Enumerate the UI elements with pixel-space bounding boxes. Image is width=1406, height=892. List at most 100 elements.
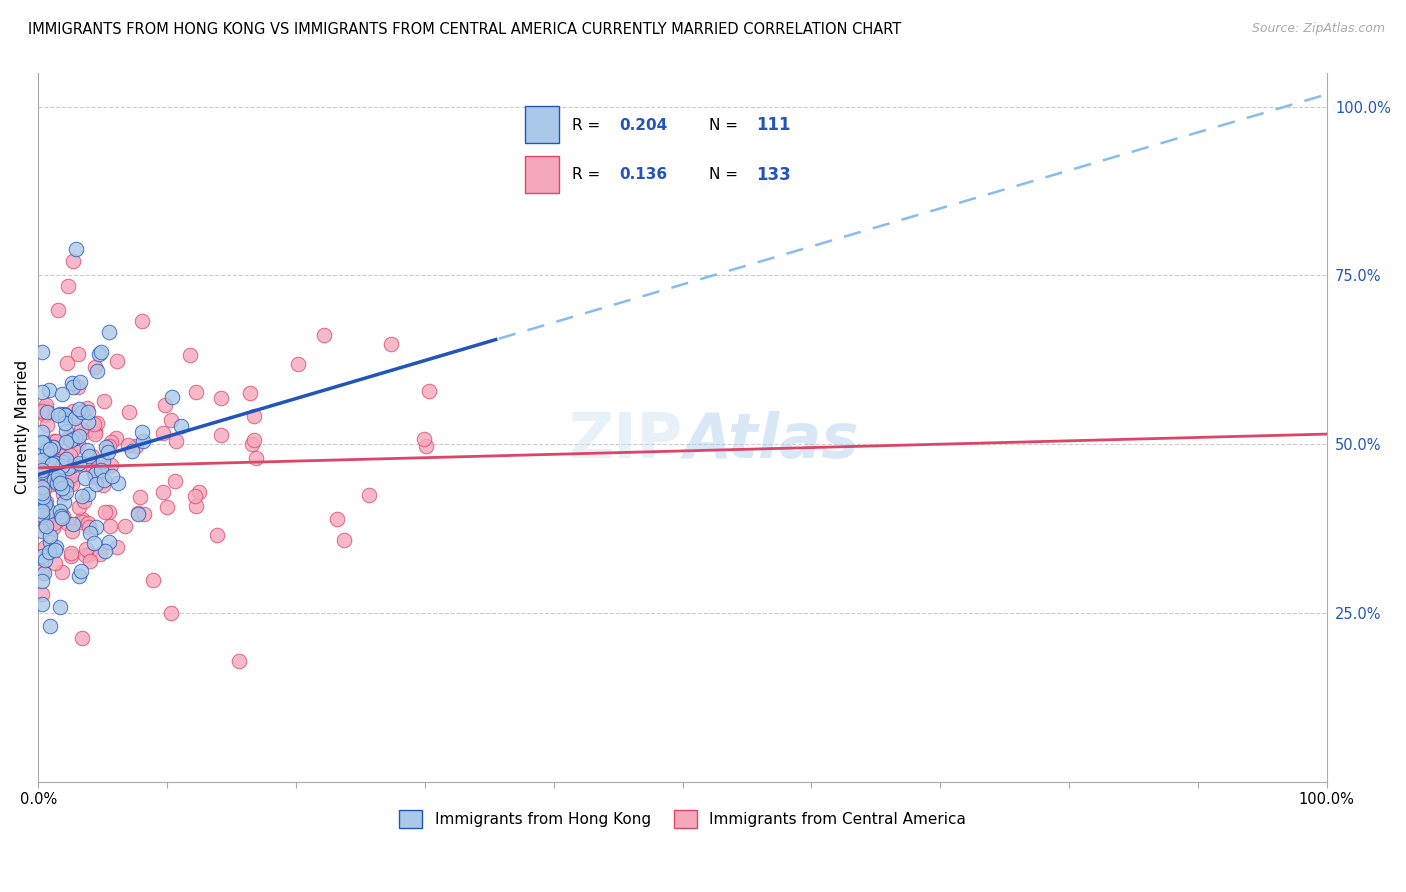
Point: [35, 401, 58, 416]
Text: ZIP: ZIP: [568, 411, 682, 472]
Point: [131, 314, 153, 328]
Point: [38, 383, 60, 397]
Point: [413, 433, 436, 447]
Point: [53, 408, 76, 422]
Point: [97, 535, 120, 549]
Point: [32, 435, 55, 450]
Point: [38, 504, 60, 518]
Point: [34, 541, 56, 555]
Point: [76, 516, 98, 531]
Point: [242, 433, 264, 447]
Point: [79, 520, 101, 534]
Point: [94, 505, 117, 519]
Point: [76, 404, 98, 418]
Point: [44, 434, 66, 449]
Point: [76, 401, 98, 416]
Point: [31, 451, 53, 466]
Point: [209, 427, 232, 442]
Point: [39, 442, 62, 456]
Point: [31, 447, 53, 461]
Point: [38, 534, 60, 549]
Point: [105, 431, 128, 445]
Point: [35, 495, 58, 509]
Point: [35, 399, 58, 413]
Point: [75, 548, 97, 562]
Point: [31, 524, 53, 538]
Point: [31, 404, 53, 418]
Point: [48, 407, 70, 421]
Point: [62, 254, 84, 268]
Point: [59, 472, 82, 486]
Point: [97, 325, 120, 339]
Point: [34, 409, 56, 423]
Point: [121, 443, 143, 458]
Point: [100, 469, 122, 483]
Point: [163, 474, 186, 488]
Point: [63, 431, 86, 445]
Point: [243, 409, 266, 423]
Point: [142, 573, 165, 587]
Point: [62, 404, 84, 418]
Point: [42, 440, 65, 454]
Point: [245, 450, 267, 465]
Point: [67, 500, 90, 514]
Point: [380, 336, 402, 351]
Point: [179, 348, 201, 362]
Point: [70, 404, 93, 418]
Point: [32, 482, 55, 496]
Point: [77, 486, 100, 500]
Point: [51, 450, 73, 464]
Point: [59, 546, 82, 560]
Point: [72, 631, 94, 645]
Point: [100, 458, 122, 472]
Point: [32, 566, 55, 581]
Point: [31, 587, 53, 601]
Point: [52, 509, 75, 524]
Point: [75, 541, 97, 556]
Point: [34, 494, 56, 508]
Point: [55, 478, 77, 492]
Point: [60, 524, 83, 538]
Point: [49, 504, 72, 518]
Point: [31, 490, 53, 504]
Point: [51, 511, 73, 525]
Point: [77, 415, 100, 429]
Point: [31, 486, 53, 500]
Point: [35, 417, 58, 432]
Point: [67, 402, 90, 417]
Point: [86, 416, 108, 430]
Point: [35, 508, 58, 523]
Point: [128, 490, 150, 504]
Point: [97, 444, 120, 458]
Point: [160, 413, 183, 427]
Point: [32, 447, 55, 461]
Point: [84, 519, 107, 533]
Point: [152, 484, 174, 499]
Point: [67, 456, 90, 470]
Point: [93, 473, 115, 487]
Point: [31, 504, 53, 518]
Point: [46, 473, 69, 487]
Point: [42, 476, 65, 491]
Point: [46, 303, 69, 318]
Point: [55, 516, 77, 531]
Point: [49, 599, 72, 614]
Point: [62, 442, 84, 456]
Point: [60, 459, 83, 474]
Point: [44, 456, 66, 470]
Point: [63, 410, 86, 425]
Point: [83, 426, 105, 441]
Point: [31, 508, 53, 523]
Point: [32, 435, 55, 450]
Point: [31, 499, 53, 513]
Point: [105, 353, 128, 368]
Point: [170, 419, 193, 434]
Point: [160, 607, 183, 621]
Point: [239, 385, 262, 400]
Point: [31, 549, 53, 563]
Point: [59, 448, 82, 462]
Point: [41, 440, 63, 454]
Point: [70, 515, 93, 529]
Point: [77, 547, 100, 561]
Point: [67, 429, 90, 443]
